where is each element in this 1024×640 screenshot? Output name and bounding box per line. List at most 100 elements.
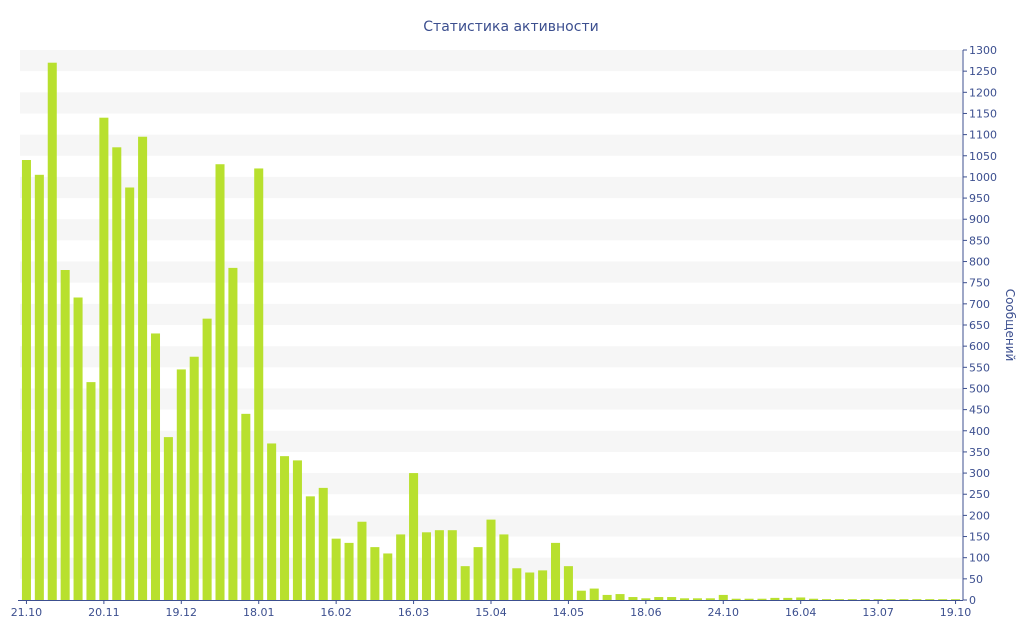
grid-bands [20, 50, 962, 579]
bar[interactable] [938, 599, 948, 600]
bar[interactable] [202, 318, 212, 600]
y-tick-label: 800 [969, 256, 990, 269]
bar[interactable] [512, 568, 522, 600]
bar[interactable] [125, 187, 135, 601]
bar[interactable] [434, 530, 444, 600]
bar[interactable] [60, 270, 70, 600]
bar[interactable] [757, 598, 767, 600]
y-axis: 0 50 100 150 200 250 300 350 400 450 500 550 600 650 7… [962, 44, 997, 607]
y-tick-label: 950 [969, 192, 990, 205]
grid-band [20, 219, 962, 241]
x-tick-label: 19.12 [166, 606, 198, 619]
bar[interactable] [705, 598, 715, 600]
bar[interactable] [899, 599, 909, 600]
bar[interactable] [86, 382, 96, 600]
bar[interactable] [73, 297, 83, 601]
y-tick-label: 1050 [969, 150, 997, 163]
bar[interactable] [718, 594, 728, 600]
y-tick-label: 450 [969, 404, 990, 417]
grid-band [20, 176, 962, 199]
bar[interactable] [680, 598, 690, 600]
bar[interactable] [602, 594, 612, 600]
grid-band [20, 134, 962, 156]
bar[interactable] [589, 588, 599, 600]
bar[interactable] [525, 572, 535, 601]
bar[interactable] [344, 542, 354, 600]
bar[interactable] [421, 532, 431, 600]
bar[interactable] [176, 369, 186, 600]
bar[interactable] [47, 62, 57, 600]
x-tick-label: 16.04 [785, 606, 817, 619]
bar[interactable] [809, 598, 819, 600]
y-tick-label: 350 [969, 446, 990, 459]
bar[interactable] [770, 597, 780, 600]
y-tick-label: 900 [969, 213, 990, 226]
bar[interactable] [228, 267, 238, 600]
bar[interactable] [460, 566, 470, 600]
bar[interactable] [254, 168, 264, 600]
bar[interactable] [357, 521, 367, 600]
grid-band [20, 473, 962, 495]
y-tick-label: 200 [969, 509, 990, 522]
bar[interactable] [189, 356, 199, 600]
y-axis-label: Сообщений [1003, 289, 1017, 362]
bar[interactable] [370, 547, 380, 600]
bar[interactable] [473, 547, 483, 600]
bar[interactable] [744, 598, 754, 600]
bar[interactable] [821, 599, 832, 600]
bar[interactable] [873, 599, 883, 600]
bar[interactable] [499, 534, 509, 600]
bar[interactable] [292, 460, 302, 600]
bar[interactable] [99, 117, 109, 600]
bar[interactable] [150, 333, 161, 600]
bar[interactable] [692, 598, 702, 600]
bar[interactable] [21, 160, 31, 600]
bar[interactable] [731, 598, 741, 600]
bar[interactable] [641, 598, 651, 600]
bar[interactable] [912, 599, 922, 600]
y-tick-label: 1000 [969, 171, 997, 184]
bar[interactable] [138, 136, 148, 600]
y-tick-label: 1200 [969, 86, 997, 99]
bar[interactable] [383, 553, 393, 600]
bar[interactable] [447, 530, 457, 600]
bar[interactable] [576, 590, 586, 600]
bar[interactable] [241, 413, 251, 600]
bar[interactable] [112, 147, 122, 601]
bar[interactable] [654, 597, 664, 600]
bar[interactable] [551, 542, 561, 600]
bar[interactable] [396, 534, 406, 600]
bar[interactable] [925, 599, 935, 600]
bar[interactable] [409, 473, 419, 600]
bar[interactable] [615, 594, 625, 600]
bar[interactable] [860, 599, 870, 600]
bar[interactable] [847, 599, 857, 600]
bar[interactable] [34, 174, 44, 601]
bar[interactable] [886, 599, 896, 600]
bar[interactable] [486, 519, 496, 600]
bar[interactable] [796, 597, 806, 600]
bar[interactable] [305, 496, 315, 600]
bar[interactable] [215, 164, 225, 600]
y-tick-label: 1250 [969, 65, 997, 78]
bar[interactable] [318, 487, 328, 600]
grid-band [20, 261, 962, 283]
grid-band [20, 303, 962, 325]
bar[interactable] [667, 597, 677, 600]
bar[interactable] [563, 566, 573, 600]
y-tick-label: 1150 [969, 107, 997, 120]
x-tick-label: 19.10 [940, 606, 972, 619]
bar[interactable] [951, 599, 961, 600]
x-axis: 21.10 20.11 19.12 18.01 16.02 16.03 15.04 14.05… [11, 600, 972, 619]
y-tick-label: 500 [969, 382, 990, 395]
bar[interactable] [163, 437, 173, 600]
bar[interactable] [267, 443, 277, 600]
y-tick-label: 650 [969, 319, 990, 332]
bar[interactable] [834, 599, 844, 600]
grid-band [20, 388, 962, 410]
bar[interactable] [783, 597, 793, 600]
bar[interactable] [280, 456, 290, 600]
bar[interactable] [331, 538, 341, 600]
bar[interactable] [538, 570, 548, 600]
bar[interactable] [628, 597, 638, 600]
